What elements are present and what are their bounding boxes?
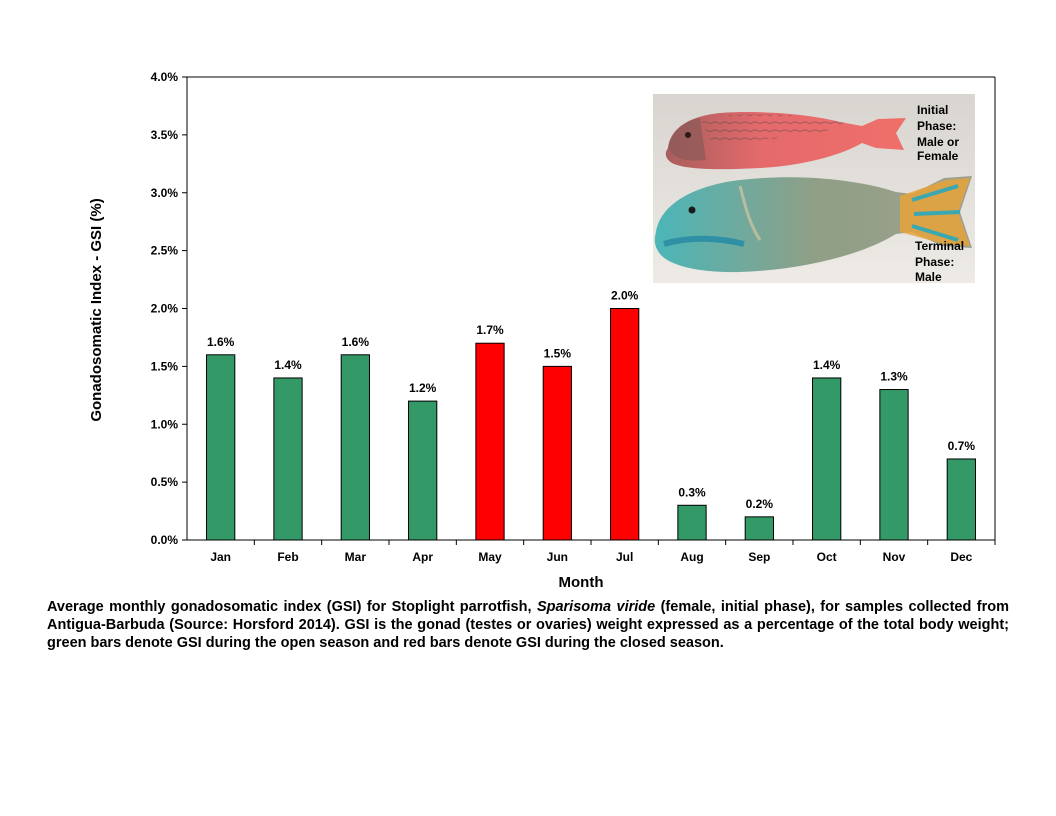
data-label-sep: 0.2% (746, 497, 774, 511)
caption-part-2: (female, initial phase), for samples col… (47, 599, 1009, 651)
data-label-aug: 0.3% (678, 485, 706, 499)
x-tick-label-aug: Aug (680, 550, 703, 564)
x-tick-label-nov: Nov (883, 550, 906, 564)
x-tick-label-mar: Mar (345, 550, 367, 564)
y-tick-label: 0.0% (151, 533, 179, 547)
gsi-bar-chart: 0.0% 0.5% 1.0% 1.5% 2.0% 2.5% 3.0% 3.5% 4.0% Jan… (88, 70, 996, 590)
data-label-jun: 1.5% (544, 346, 572, 360)
data-label-jan: 1.6% (207, 335, 235, 349)
parrotfish-photo: Initial Phase: Male or Female Terminal P… (653, 94, 975, 284)
y-tick-label: 1.0% (151, 417, 179, 431)
data-label-feb: 1.4% (274, 358, 302, 372)
bar-sep (744, 516, 774, 541)
x-ticks: Jan Feb Mar Apr May Jun Jul Aug Sep Oct Nov Dec (210, 540, 996, 564)
bar-feb (273, 377, 303, 541)
x-tick-label-dec: Dec (950, 550, 972, 564)
bar-nov (879, 389, 909, 541)
x-tick-label-sep: Sep (748, 550, 770, 564)
bar-oct (812, 377, 842, 541)
bar-jul (610, 308, 640, 541)
data-label-jul: 2.0% (611, 289, 639, 303)
bar-aug (677, 504, 707, 541)
bar-may (475, 342, 505, 541)
y-tick-label: 3.5% (151, 128, 179, 142)
initial-phase-fish (665, 112, 906, 170)
caption-part-1: Average monthly gonadosomatic index (GSI… (47, 599, 537, 615)
bar-dec (946, 458, 976, 541)
data-label-dec: 0.7% (948, 439, 976, 453)
data-label-mar: 1.6% (342, 335, 370, 349)
bar-mar (340, 354, 370, 541)
x-tick-label-oct: Oct (817, 550, 837, 564)
terminal-phase-fish (654, 176, 972, 273)
data-label-apr: 1.2% (409, 381, 437, 395)
x-tick-label-jul: Jul (616, 550, 633, 564)
x-axis-title: Month (559, 574, 604, 590)
x-tick-label-jan: Jan (210, 550, 231, 564)
value-labels: 1.6% 1.4% 1.6% 1.2% 1.7% 1.5% 2.0% 0.3% 0.2% 1.4%… (207, 289, 975, 511)
y-tick-label: 4.0% (151, 70, 179, 84)
y-tick-label: 2.0% (151, 302, 179, 316)
y-tick-label: 1.5% (151, 359, 179, 373)
figure-caption: Average monthly gonadosomatic index (GSI… (47, 598, 1009, 652)
x-tick-label-may: May (478, 550, 502, 564)
y-ticks: 0.0% 0.5% 1.0% 1.5% 2.0% 2.5% 3.0% 3.5% 4.0% (151, 70, 187, 547)
bar-apr (408, 400, 438, 541)
data-label-oct: 1.4% (813, 358, 841, 372)
y-tick-label: 3.0% (151, 186, 179, 200)
initial-phase-label: Initial Phase: Male or Female (917, 103, 962, 163)
y-axis-title: Gonadosomatic Index - GSI (%) (88, 198, 105, 421)
data-label-nov: 1.3% (880, 370, 908, 384)
y-tick-label: 0.5% (151, 475, 179, 489)
x-tick-label-apr: Apr (412, 550, 433, 564)
terminal-phase-label: Terminal Phase: Male (915, 239, 967, 284)
data-label-may: 1.7% (476, 323, 504, 337)
x-tick-label-feb: Feb (277, 550, 298, 564)
bars (206, 308, 976, 541)
bar-jun (542, 365, 572, 541)
caption-species: Sparisoma viride (536, 599, 656, 615)
bar-jan (206, 354, 236, 541)
x-tick-label-jun: Jun (547, 550, 568, 564)
y-tick-label: 2.5% (151, 244, 179, 258)
